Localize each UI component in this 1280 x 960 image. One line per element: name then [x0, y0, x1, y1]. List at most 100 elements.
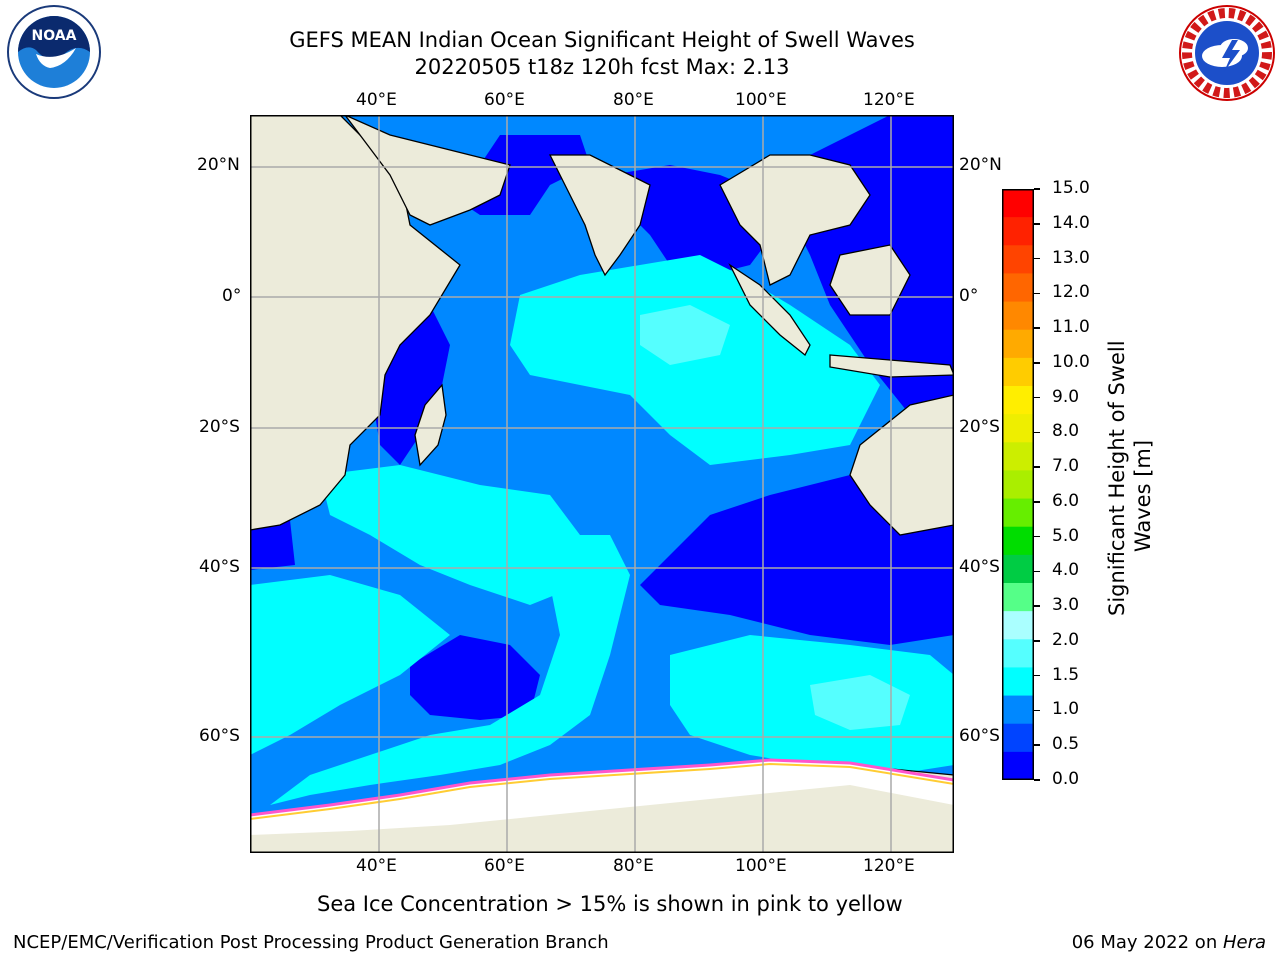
colorbar-tick-label: 3.0: [1052, 595, 1080, 616]
chart-title-line2: 20220505 t18z 120h fcst Max: 2.13: [414, 55, 790, 79]
colorbar-label-line2: Waves [m]: [1131, 439, 1155, 553]
lat-tick-left: 40°S: [199, 557, 240, 577]
noaa-logo-icon: NOAA: [7, 5, 101, 99]
swell-height-map: [250, 115, 954, 853]
lon-tick-bottom: 80°E: [613, 856, 654, 876]
lon-tick-bottom: 120°E: [863, 856, 915, 876]
colorbar-tick-label: 14.0: [1052, 212, 1090, 233]
colorbar-swatch: [1002, 357, 1034, 387]
mid-swell-region: [250, 575, 450, 755]
colorbar-tick-label: 7.0: [1052, 456, 1080, 477]
colorbar-tick-mark: [1034, 362, 1040, 364]
lat-tick-left: 20°N: [197, 155, 240, 175]
colorbar-tick-mark: [1034, 292, 1040, 295]
colorbar-tick-mark: [1034, 431, 1040, 434]
mid-swell-region: [320, 465, 580, 605]
colorbar-tick-label: 6.0: [1052, 490, 1080, 511]
lon-tick-top: 40°E: [356, 90, 397, 110]
colorbar-tick-label: 4.0: [1052, 560, 1080, 581]
colorbar-tick-label: 2.0: [1052, 629, 1080, 650]
colorbar-tick-mark: [1034, 640, 1040, 642]
colorbar-tick-mark: [1034, 501, 1040, 503]
lat-tick-left: 60°S: [199, 726, 240, 746]
colorbar-swatch: [1002, 498, 1034, 528]
colorbar-swatch: [1002, 329, 1034, 359]
colorbar-swatch: [1002, 217, 1034, 246]
colorbar-tick-label: 0.5: [1052, 734, 1080, 755]
colorbar-swatch: [1002, 695, 1034, 725]
colorbar-swatches: [1002, 189, 1034, 781]
mid-swell-region: [670, 635, 954, 775]
lat-tick-right: 20°S: [959, 417, 1000, 437]
map-caption: Sea Ice Concentration > 15% is shown in …: [317, 892, 903, 916]
colorbar-swatch: [1002, 386, 1034, 415]
colorbar-label: Significant Height of Swell Waves [m]: [1104, 340, 1156, 616]
colorbar-swatch: [1002, 301, 1034, 331]
colorbar-swatch: [1002, 245, 1034, 274]
low-swell-region: [250, 520, 295, 570]
noaa-logo: NOAA: [6, 4, 102, 100]
colorbar-swatch: [1002, 554, 1034, 584]
gridlines: [250, 115, 954, 853]
colorbar-tick-mark: [1034, 223, 1040, 225]
lat-tick-right: 0°: [959, 286, 979, 306]
colorbar-swatch: [1002, 442, 1034, 471]
colorbar-swatch: [1002, 723, 1034, 753]
lat-tick-left: 0°: [222, 286, 242, 306]
high-swell-patch: [640, 305, 730, 365]
lon-tick-bottom: 100°E: [735, 856, 787, 876]
colorbar: [1002, 189, 1034, 781]
colorbar-tick-label: 11.0: [1052, 317, 1090, 338]
sea-ice-edge: [250, 758, 954, 817]
colorbar-tick-label: 0.0: [1052, 769, 1080, 789]
colorbar-tick-label: 1.5: [1052, 664, 1080, 685]
lat-tick-right: 60°S: [959, 726, 1000, 746]
lon-tick-top: 100°E: [735, 90, 787, 110]
low-swell-region: [640, 475, 954, 645]
colorbar-swatch: [1002, 526, 1034, 556]
colorbar-tick-label: 12.0: [1052, 282, 1090, 303]
colorbar-swatch: [1002, 189, 1034, 218]
colorbar-tick-label: 9.0: [1052, 386, 1080, 407]
nws-logo: [1178, 4, 1276, 102]
colorbar-tick-mark: [1034, 327, 1040, 329]
colorbar-tick-label: 13.0: [1052, 247, 1090, 268]
lon-tick-top: 120°E: [863, 90, 915, 110]
colorbar-tick-mark: [1034, 744, 1040, 746]
high-swell-patch: [810, 675, 910, 730]
footer-date-text: 06 May 2022 on: [1071, 932, 1223, 953]
colorbar-tick-mark: [1034, 605, 1040, 607]
lon-tick-top: 80°E: [613, 90, 654, 110]
colorbar-tick-label: 15.0: [1052, 178, 1090, 198]
colorbar-tick-mark: [1034, 570, 1040, 573]
colorbar-swatch: [1002, 470, 1034, 500]
colorbar-tick-label: 5.0: [1052, 525, 1080, 546]
colorbar-tick-mark: [1034, 709, 1040, 712]
colorbar-tick-label: 1.0: [1052, 699, 1080, 720]
lat-tick-right: 20°N: [959, 155, 1002, 175]
footer-credit: NCEP/EMC/Verification Post Processing Pr…: [13, 932, 609, 953]
colorbar-swatch: [1002, 583, 1034, 612]
chart-title-line1: GEFS MEAN Indian Ocean Significant Heigh…: [289, 28, 915, 52]
colorbar-swatch: [1002, 639, 1034, 668]
colorbar-swatch: [1002, 414, 1034, 443]
colorbar-swatch: [1002, 273, 1034, 303]
colorbar-swatch: [1002, 611, 1034, 640]
colorbar-tick-mark: [1034, 779, 1040, 781]
lon-tick-top: 60°E: [484, 90, 525, 110]
colorbar-frame: [1002, 189, 1034, 780]
lon-tick-bottom: 40°E: [356, 856, 397, 876]
colorbar-tick-mark: [1034, 466, 1040, 468]
colorbar-tick-label: 10.0: [1052, 351, 1090, 372]
colorbar-label-line1: Significant Height of Swell: [1105, 340, 1129, 616]
map-frame: [250, 115, 954, 853]
lat-tick-right: 40°S: [959, 557, 1000, 577]
sea-ice-edge: [250, 762, 954, 820]
colorbar-tick-label: 8.0: [1052, 421, 1080, 442]
footer-date: 06 May 2022 on Hera: [1072, 932, 1266, 953]
colorbar-tick-mark: [1034, 674, 1040, 677]
map-panel: [250, 115, 954, 853]
lon-tick-bottom: 60°E: [484, 856, 525, 876]
colorbar-tick-mark: [1034, 396, 1040, 399]
colorbar-tick-mark: [1034, 535, 1040, 538]
